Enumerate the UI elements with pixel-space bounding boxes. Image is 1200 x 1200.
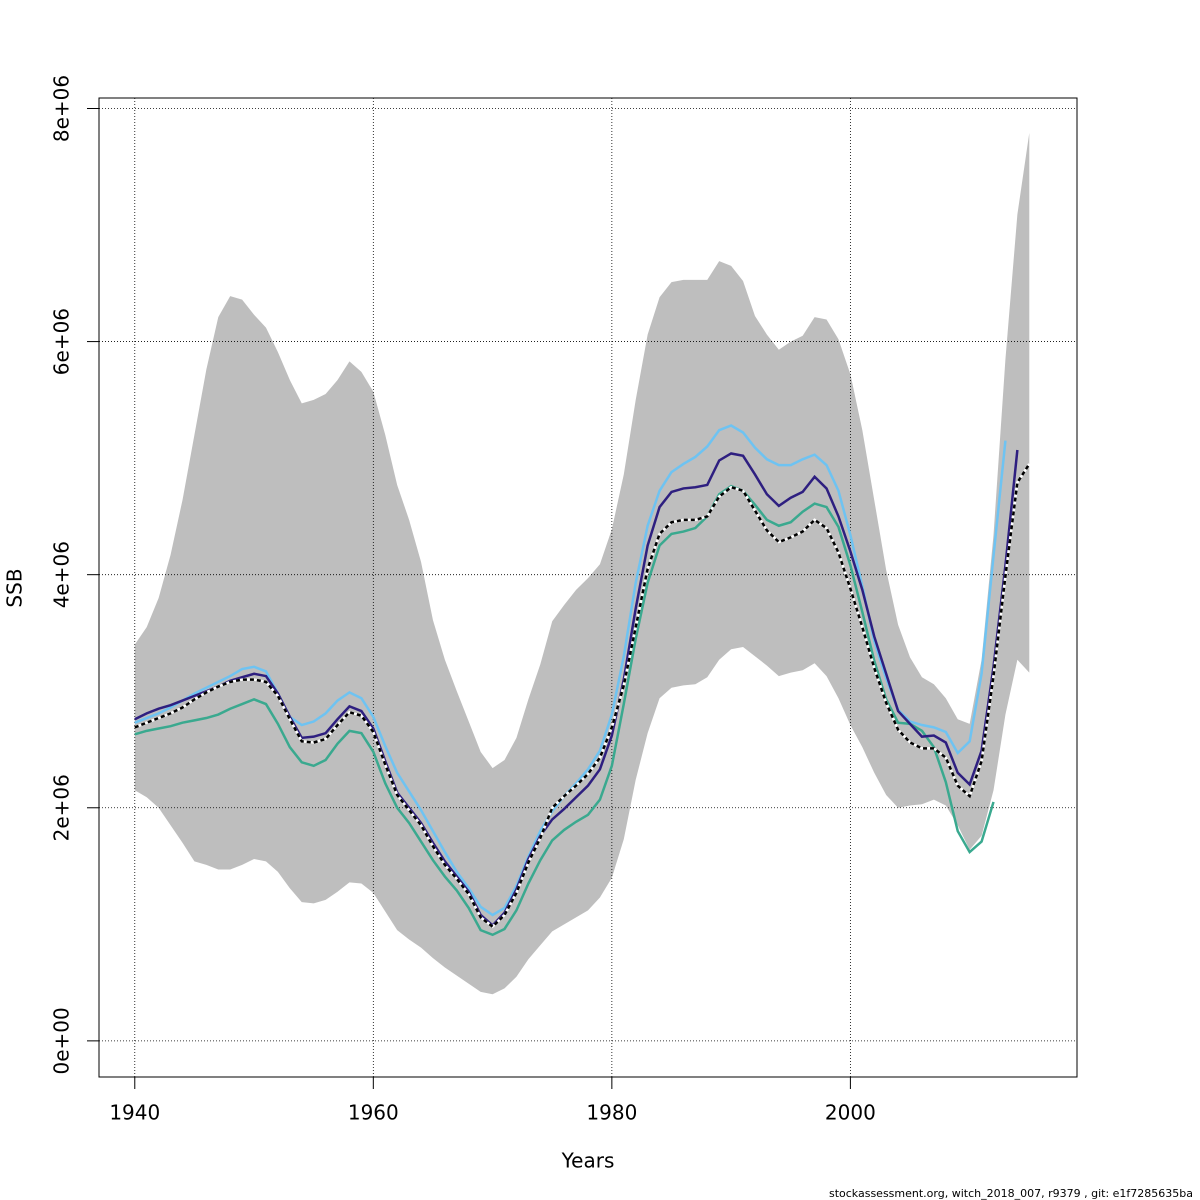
plot-frame bbox=[98, 97, 1078, 1078]
y-tick-label: 8e+06 bbox=[50, 75, 74, 142]
series-line bbox=[134, 484, 995, 937]
confidence-band bbox=[134, 132, 1030, 995]
x-tick-label: 2000 bbox=[825, 1101, 876, 1125]
x-axis-label: Years bbox=[561, 1149, 615, 1173]
y-tick-label: 4e+06 bbox=[50, 541, 74, 608]
y-tick-label: 0e+00 bbox=[50, 1007, 74, 1074]
x-tick-label: 1980 bbox=[586, 1101, 637, 1125]
y-tick-label: 2e+06 bbox=[50, 774, 74, 841]
footer: stockassessment.org, witch_2018_007, r93… bbox=[829, 1187, 1193, 1200]
x-tick-label: 1960 bbox=[348, 1101, 399, 1125]
y-axis-label: SSB bbox=[3, 568, 27, 607]
y-tick-label: 6e+06 bbox=[50, 308, 74, 375]
x-tick-label: 1940 bbox=[109, 1101, 160, 1125]
line-underlay bbox=[134, 463, 1031, 929]
